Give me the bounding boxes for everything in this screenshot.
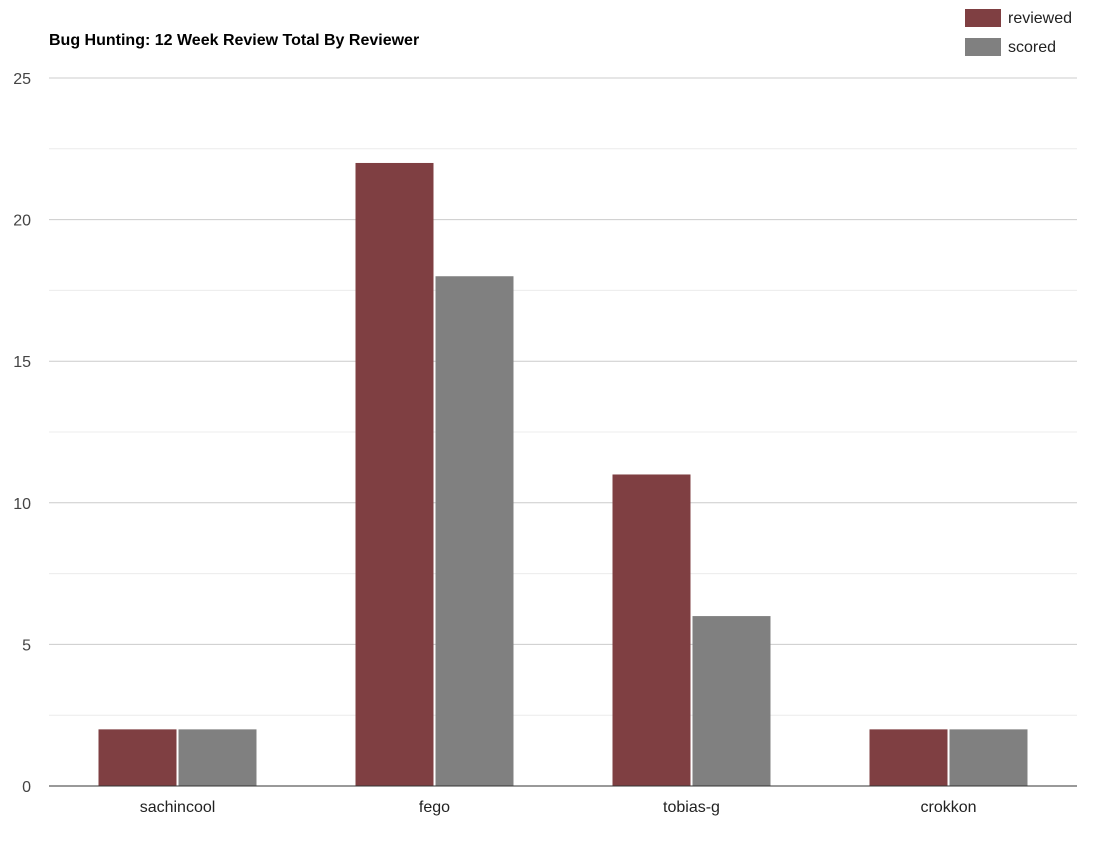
y-tick-label: 10 xyxy=(13,496,31,513)
gridlines xyxy=(49,77,1077,716)
chart-title: Bug Hunting: 12 Week Review Total By Rev… xyxy=(49,32,419,49)
bar-scored-sachincool xyxy=(178,729,257,786)
x-tick-label: sachincool xyxy=(140,799,216,816)
bar-scored-fego xyxy=(435,276,514,786)
bar-scored-crokkon xyxy=(949,729,1028,786)
y-axis: 0 5 10 15 20 25 xyxy=(13,71,31,796)
legend-swatch-reviewed xyxy=(965,9,1001,27)
bar-reviewed-tobias-g xyxy=(612,474,691,786)
legend-swatch-scored xyxy=(965,38,1001,56)
y-tick-label: 5 xyxy=(22,637,31,654)
bar-scored-tobias-g xyxy=(692,616,771,786)
legend-label-scored: scored xyxy=(1008,39,1056,56)
x-tick-label: crokkon xyxy=(920,799,976,816)
bar-reviewed-sachincool xyxy=(98,729,177,786)
y-tick-label: 15 xyxy=(13,354,31,371)
y-tick-label: 20 xyxy=(13,213,31,230)
bar-reviewed-fego xyxy=(355,162,434,786)
y-tick-label: 0 xyxy=(22,779,31,796)
x-tick-label: tobias-g xyxy=(663,799,720,816)
legend-label-reviewed: reviewed xyxy=(1008,10,1072,27)
legend: reviewed scored xyxy=(965,9,1072,56)
x-axis: sachincool fego tobias-g crokkon xyxy=(140,799,977,816)
y-tick-label: 25 xyxy=(13,71,31,88)
bars xyxy=(98,162,1028,786)
x-tick-label: fego xyxy=(419,799,450,816)
bar-reviewed-crokkon xyxy=(869,729,948,786)
